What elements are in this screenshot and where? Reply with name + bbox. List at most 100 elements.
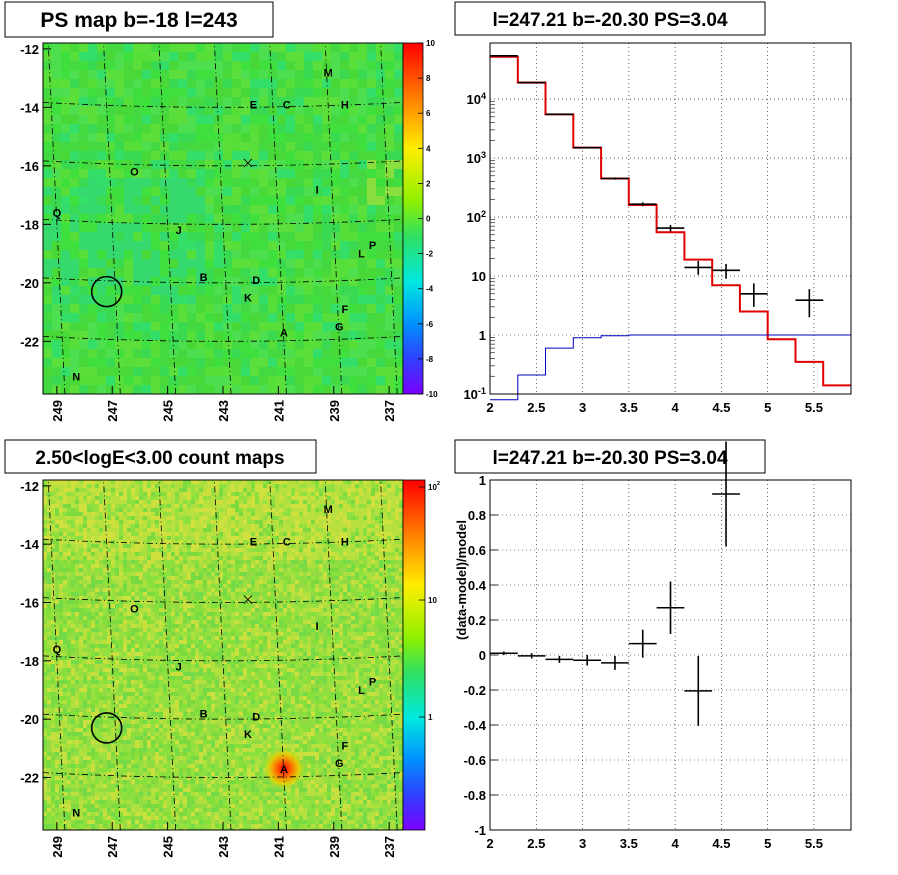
map-pixel	[239, 500, 243, 504]
map-pixel	[207, 596, 211, 600]
map-pixel	[61, 268, 70, 277]
map-pixel	[371, 596, 375, 600]
map-pixel	[383, 492, 387, 496]
map-pixel	[51, 500, 55, 504]
map-pixel	[259, 259, 268, 268]
map-pixel	[307, 576, 311, 580]
map-pixel	[91, 524, 95, 528]
colorbar-tick-label: 2	[426, 179, 431, 188]
map-pixel	[203, 524, 207, 528]
map-pixel	[355, 524, 359, 528]
map-pixel	[376, 88, 385, 97]
map-pixel	[291, 592, 295, 596]
map-pixel	[107, 588, 111, 592]
map-pixel	[47, 568, 51, 572]
map-pixel	[359, 536, 363, 540]
map-pixel	[279, 528, 283, 532]
map-pixel	[307, 492, 311, 496]
grid-parallel	[42, 277, 404, 284]
map-pixel	[171, 512, 175, 516]
map-pixel	[232, 169, 241, 178]
map-pixel	[263, 540, 267, 544]
map-pixel	[79, 151, 88, 160]
map-pixel	[63, 512, 67, 516]
map-pixel	[391, 500, 395, 504]
map-pixel	[313, 196, 322, 205]
map-pixel	[223, 385, 232, 394]
map-pixel	[367, 580, 371, 584]
map-pixel	[55, 588, 59, 592]
map-pixel	[219, 508, 223, 512]
map-pixel	[323, 588, 327, 592]
map-pixel	[351, 512, 355, 516]
map-pixel	[191, 492, 195, 496]
map-pixel	[142, 232, 151, 241]
map-pixel	[179, 512, 183, 516]
map-pixel	[61, 106, 70, 115]
map-pixel	[187, 79, 196, 88]
map-pixel	[347, 496, 351, 500]
map-pixel	[88, 358, 97, 367]
map-pixel	[59, 520, 63, 524]
map-pixel	[163, 528, 167, 532]
map-pixel	[133, 286, 142, 295]
map-pixel	[235, 524, 239, 528]
map-pixel	[277, 385, 286, 394]
map-pixel	[205, 322, 214, 331]
map-pixel	[232, 241, 241, 250]
map-pixel	[214, 133, 223, 142]
map-pixel	[79, 295, 88, 304]
map-pixel	[367, 480, 371, 484]
map-pixel	[191, 496, 195, 500]
map-pixel	[115, 580, 119, 584]
map-pixel	[235, 528, 239, 532]
map-pixel	[71, 608, 75, 612]
map-pixel	[61, 151, 70, 160]
map-pixel	[124, 133, 133, 142]
map-pixel	[387, 516, 391, 520]
map-pixel	[277, 295, 286, 304]
map-pixel	[227, 584, 231, 588]
map-pixel	[167, 576, 171, 580]
map-pixel	[115, 504, 119, 508]
map-pixel	[335, 616, 339, 620]
map-pixel	[235, 592, 239, 596]
map-pixel	[95, 584, 99, 588]
map-pixel	[239, 492, 243, 496]
map-pixel	[303, 564, 307, 568]
map-pixel	[151, 115, 160, 124]
map-pixel	[103, 580, 107, 584]
map-pixel	[223, 544, 227, 548]
map-pixel	[187, 612, 191, 616]
map-pixel	[160, 79, 169, 88]
map-pixel	[358, 124, 367, 133]
map-pixel	[304, 358, 313, 367]
map-pixel	[299, 560, 303, 564]
map-pixel	[59, 592, 63, 596]
map-pixel	[295, 232, 304, 241]
map-pixel	[196, 115, 205, 124]
map-pixel	[178, 268, 187, 277]
map-pixel	[268, 97, 277, 106]
map-pixel	[171, 484, 175, 488]
map-pixel	[259, 524, 263, 528]
map-pixel	[376, 232, 385, 241]
map-pixel	[340, 160, 349, 169]
map-pixel	[319, 512, 323, 516]
map-pixel	[283, 500, 287, 504]
map-pixel	[394, 88, 403, 97]
map-pixel	[315, 544, 319, 548]
map-pixel	[399, 508, 403, 512]
map-pixel	[335, 568, 339, 572]
map-pixel	[183, 564, 187, 568]
map-pixel	[167, 500, 171, 504]
map-pixel	[171, 616, 175, 620]
map-pixel	[287, 480, 291, 484]
map-pixel	[179, 540, 183, 544]
map-pixel	[277, 97, 286, 106]
map-pixel	[235, 580, 239, 584]
map-pixel	[223, 532, 227, 536]
map-pixel	[59, 552, 63, 556]
map-pixel	[196, 304, 205, 313]
map-pixel	[283, 488, 287, 492]
